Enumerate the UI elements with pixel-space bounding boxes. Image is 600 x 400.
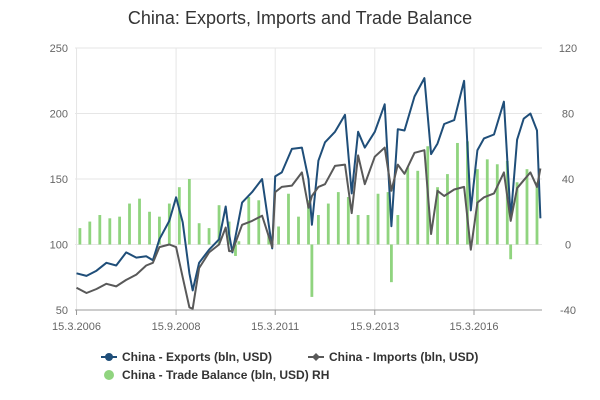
trade-balance-bar: [515, 182, 519, 245]
y-left-tick-label: 250: [50, 43, 68, 55]
x-tick-label: 15.9.2013: [350, 321, 399, 333]
y-left-tick-label: 200: [50, 109, 68, 121]
trade-balance-bar: [78, 228, 82, 245]
y-right-tick-label: -40: [560, 305, 576, 317]
trade-balance-bar: [466, 141, 469, 245]
y-right-tick-label: 0: [565, 240, 571, 252]
trade-balance-bar: [108, 218, 112, 245]
trade-balance-bar: [297, 216, 300, 245]
trade-balance-bar: [88, 221, 92, 245]
chart-title: China: Exports, Imports and Trade Balanc…: [128, 8, 472, 28]
trade-balance-bar: [118, 216, 122, 245]
trade-balance-bar: [346, 197, 350, 245]
trade-balance-bar: [396, 215, 400, 245]
x-tick-label: 15.3.2016: [450, 321, 499, 333]
trade-balance-bar: [356, 215, 360, 245]
y-left-tick-label: 100: [50, 240, 68, 252]
trade-balance-bar: [217, 205, 221, 245]
x-tick-label: 15.3.2006: [52, 321, 101, 333]
trade-balance-bar: [509, 244, 513, 260]
imports-line: [76, 146, 542, 310]
trade-balance-bar: [207, 228, 211, 245]
trade-balance-bar: [128, 203, 131, 245]
trade-balance-bar: [167, 203, 171, 245]
trade-balance-bar: [386, 192, 390, 245]
axes-layer: 50 100 150 200 250 -40 0 40 80 120 15.3.2006 15.9.2…: [50, 43, 578, 333]
legend-trade-balance-label: China - Trade Balance (bln, USD) RH: [122, 368, 329, 382]
y-left-tick-label: 150: [50, 174, 68, 186]
trade-balance-bar: [177, 187, 181, 245]
trade-balance-bar: [416, 170, 420, 245]
legend-imports-marker-icon: [312, 353, 320, 361]
trade-balance-bar: [310, 244, 314, 297]
trade-balance-bar: [390, 244, 393, 283]
x-tick-label: 15.9.2008: [152, 321, 201, 333]
trade-balance-bar: [525, 169, 529, 245]
y-left-tick-label: 50: [56, 305, 68, 317]
trade-balance-bar: [158, 216, 161, 245]
trade-balance-bar: [307, 200, 310, 245]
trade-balance-bar: [446, 174, 449, 245]
x-tick-label: 15.3.2011: [251, 321, 299, 333]
legend-trade-balance-marker-icon: [104, 370, 114, 380]
series-lines: [76, 77, 542, 310]
trade-balance-bar: [376, 193, 380, 245]
trade-balance-bar: [277, 226, 280, 245]
trade-balance-bar: [197, 223, 201, 245]
trade-balance-bar: [317, 215, 320, 245]
trade-balance-bar: [485, 159, 489, 245]
y-right-tick-label: 40: [562, 174, 574, 186]
trade-balance-bar: [234, 244, 237, 256]
trade-balance-bar: [247, 197, 251, 245]
trade-balance-bar: [366, 215, 370, 245]
trade-balance-bar: [326, 203, 330, 245]
trade-balance-bar: [257, 200, 261, 245]
trade-balance-bar: [237, 241, 241, 245]
y-right-tick-label: 80: [562, 109, 574, 121]
trade-balance-bar: [138, 198, 141, 245]
y-right-tick-label: 120: [559, 43, 577, 55]
trade-balance-bar: [98, 215, 102, 245]
trade-balance-bar: [287, 193, 290, 245]
exports-line: [76, 77, 542, 292]
legend-exports-marker-icon: [105, 353, 113, 361]
trade-balance-bar: [456, 142, 459, 245]
trade-balance-bar: [406, 167, 410, 245]
trade-balance-bar: [187, 179, 191, 245]
trade-balance-bar: [436, 187, 439, 245]
legend-exports-label: China - Exports (bln, USD): [122, 350, 272, 364]
trade-balance-bar: [148, 211, 151, 245]
legend-imports-label: China - Imports (bln, USD): [329, 350, 478, 364]
trade-balance-bar: [535, 182, 539, 245]
trade-balance-bar: [336, 192, 340, 245]
trade-balance-bar: [495, 164, 499, 245]
legend: China - Exports (bln, USD) China - Import…: [101, 350, 478, 382]
